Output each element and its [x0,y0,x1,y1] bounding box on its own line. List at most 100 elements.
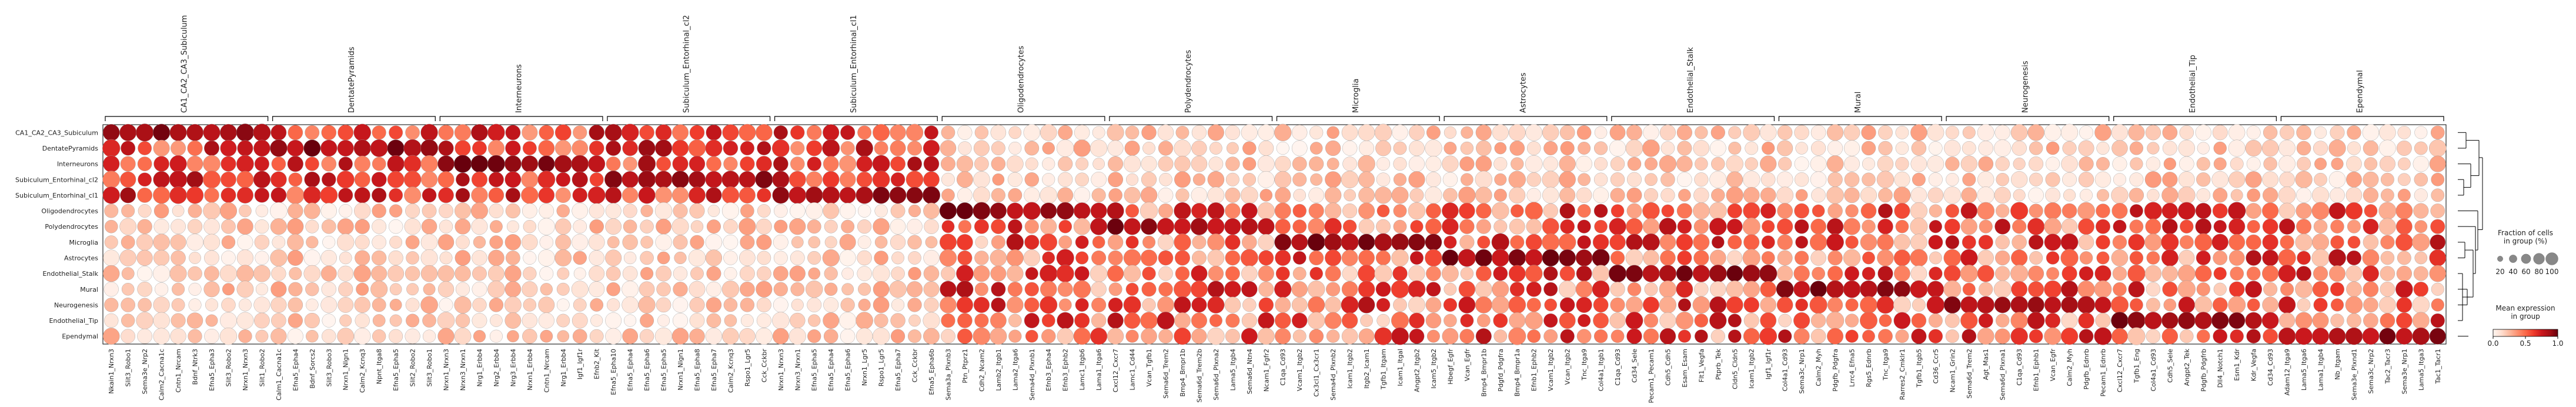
dot [539,125,554,141]
dot [2297,156,2311,171]
dot [254,312,270,329]
column-label: Pdgfd_Pdgfra [1497,349,1505,392]
dot [2012,219,2027,234]
dot [2196,172,2211,187]
dot [1056,139,1074,157]
dot [1191,297,1207,313]
dot [1977,249,1994,266]
dot [437,171,455,188]
dot [1191,155,1208,172]
dot [924,297,939,312]
dot [405,328,420,344]
dot [1929,266,1943,281]
dot [2145,218,2161,235]
dot [1090,202,1107,219]
dot [169,265,187,282]
dot [1024,282,1039,296]
dot [823,329,838,343]
dot [2228,312,2246,329]
dot [505,188,521,203]
group-brackets: CA1_CA2_CA3_Subiculum DentatePyramids Inte… [105,15,2444,121]
dot [454,296,472,314]
size-legend-tick: 80 [2534,268,2543,276]
dot [956,265,974,282]
dot [2295,280,2313,298]
dot [320,202,337,219]
column-label: Ptprb_Tek [1715,348,1722,380]
dot [423,283,436,296]
dot [807,219,821,234]
dot [1862,266,1876,281]
dot [1393,219,1407,233]
dot [1207,218,1225,235]
dot [640,267,654,281]
dot [489,204,504,218]
dot [1107,234,1124,250]
dot [186,155,203,172]
dot [1660,172,1675,187]
dot [1626,218,1643,235]
dot [2194,296,2213,314]
dot [1341,124,1358,141]
dot [1795,235,1808,249]
dot [1509,186,1526,204]
dot [186,171,203,188]
dot [2414,126,2428,139]
dot [1359,141,1375,156]
dot [923,265,940,282]
group-bracket [2280,116,2444,121]
dot [1040,264,1058,283]
dot [1107,265,1124,282]
dot [1326,282,1341,296]
dot [974,219,989,234]
dot [1091,172,1107,188]
dot [1408,296,1425,313]
dot [640,204,653,218]
column-label: Rgs5_Ednrb [1865,349,1873,387]
dot [1444,282,1457,296]
dot [1275,266,1290,281]
dot [1041,313,1055,328]
row-label: Ependymal [62,333,98,341]
dot [171,313,186,328]
dot [321,219,336,234]
dot [1376,204,1390,218]
dot [1760,312,1777,329]
dot [1442,249,1459,266]
dot [671,124,689,141]
dot [2179,235,2194,249]
dot [2062,141,2077,156]
dot [538,140,555,156]
dot [2278,202,2296,219]
dot [169,186,187,204]
dot [1007,219,1023,234]
dot [604,171,623,189]
dot [1241,281,1258,298]
dot [706,156,721,172]
dot [420,233,438,251]
dot [153,312,170,329]
dot [1276,141,1289,155]
dot [1543,282,1558,296]
dot [1995,313,2010,328]
dot [1643,249,1659,266]
dot [1226,142,1239,155]
column-label: Cdh5_Sele [2166,349,2174,383]
dot [808,267,821,280]
dot [1092,126,1105,139]
dot [203,218,220,235]
dot [153,328,170,345]
dot [353,139,371,157]
dot [656,297,671,313]
dot [689,281,706,298]
dot [907,298,922,312]
dot [504,155,522,172]
dot [2431,298,2444,312]
dot [1526,188,1541,203]
dot [1207,202,1225,220]
dot [1962,126,1976,139]
dot [490,220,503,233]
dot [2278,155,2296,172]
dot [1074,125,1090,141]
dot [624,314,637,327]
